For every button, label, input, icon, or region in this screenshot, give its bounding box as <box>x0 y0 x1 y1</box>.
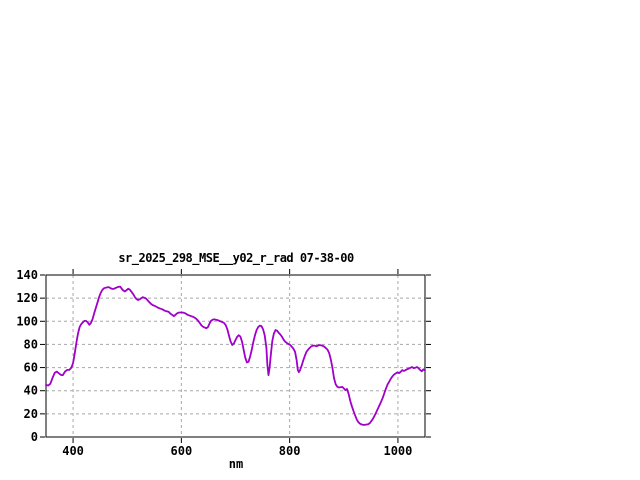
y-tick-label: 120 <box>16 291 38 305</box>
x-tick-label: 600 <box>171 444 193 458</box>
y-tick-label: 20 <box>24 407 38 421</box>
grid-layer <box>46 275 425 437</box>
x-tick-label: 800 <box>279 444 301 458</box>
axis-layer: 0 20 40 60 80 100 120 140 400 600 800 1000 <box>16 268 431 458</box>
y-tick-label: 60 <box>24 361 38 375</box>
chart-title: sr_2025_298_MSE__y02_r_rad 07-38-00 <box>118 251 354 266</box>
spectral-curve <box>45 285 426 426</box>
y-tick-label: 0 <box>31 430 38 444</box>
x-tick-label: 1000 <box>383 444 412 458</box>
y-tick-label: 80 <box>24 337 38 351</box>
plot-border <box>45 274 426 438</box>
y-tick-label: 100 <box>16 314 38 328</box>
x-axis-label: nm <box>229 457 243 471</box>
y-tick-label: 140 <box>16 268 38 282</box>
y-tick-label: 40 <box>24 384 38 398</box>
curve-layer <box>45 285 426 426</box>
x-tick-label: 400 <box>62 444 84 458</box>
